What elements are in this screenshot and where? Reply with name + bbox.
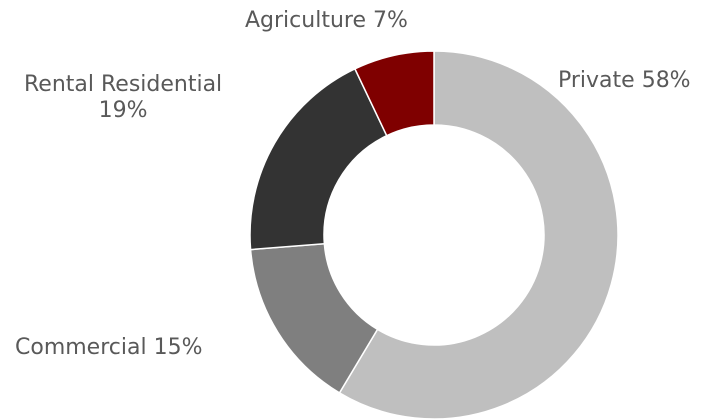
label-agriculture: Agriculture 7% (245, 8, 408, 33)
label-rental-residential-name: Rental Residential (24, 72, 223, 97)
label-private: Private 58% (558, 68, 691, 93)
label-rental-residential-value: 19% (98, 98, 148, 123)
label-rental-residential: Rental Residential 19% (24, 72, 222, 124)
slice-agriculture (353, 50, 435, 137)
label-commercial: Commercial 15% (15, 335, 203, 360)
slice-private (338, 50, 619, 419)
slice-rental-residential (249, 67, 388, 251)
